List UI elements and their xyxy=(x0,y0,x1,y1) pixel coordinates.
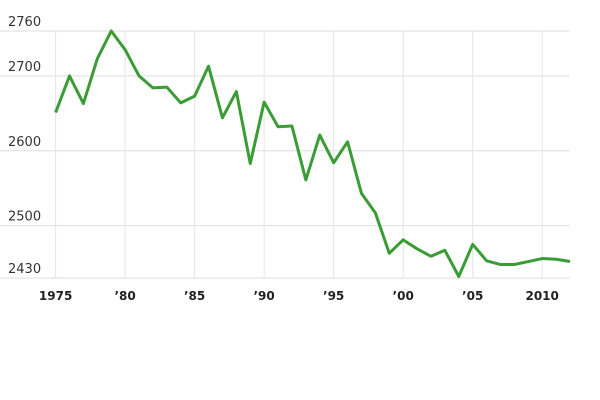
x-tick-label: ’00 xyxy=(393,289,414,303)
x-tick-label: 1975 xyxy=(39,289,72,303)
y-tick-label: 2430 xyxy=(8,262,41,277)
x-tick-label: ’90 xyxy=(254,289,275,303)
x-tick-label: 2010 xyxy=(525,289,558,303)
x-tick-label: ’05 xyxy=(462,289,483,303)
y-tick-label: 2700 xyxy=(8,60,41,75)
x-tick-label: ’95 xyxy=(323,289,344,303)
data-line xyxy=(54,29,571,279)
y-tick-label: 2500 xyxy=(8,210,41,225)
y-tick-label: 2760 xyxy=(8,15,41,30)
x-tick-label: ’85 xyxy=(184,289,205,303)
x-tick-label: ’80 xyxy=(114,289,135,303)
y-tick-label: 2600 xyxy=(8,135,41,150)
